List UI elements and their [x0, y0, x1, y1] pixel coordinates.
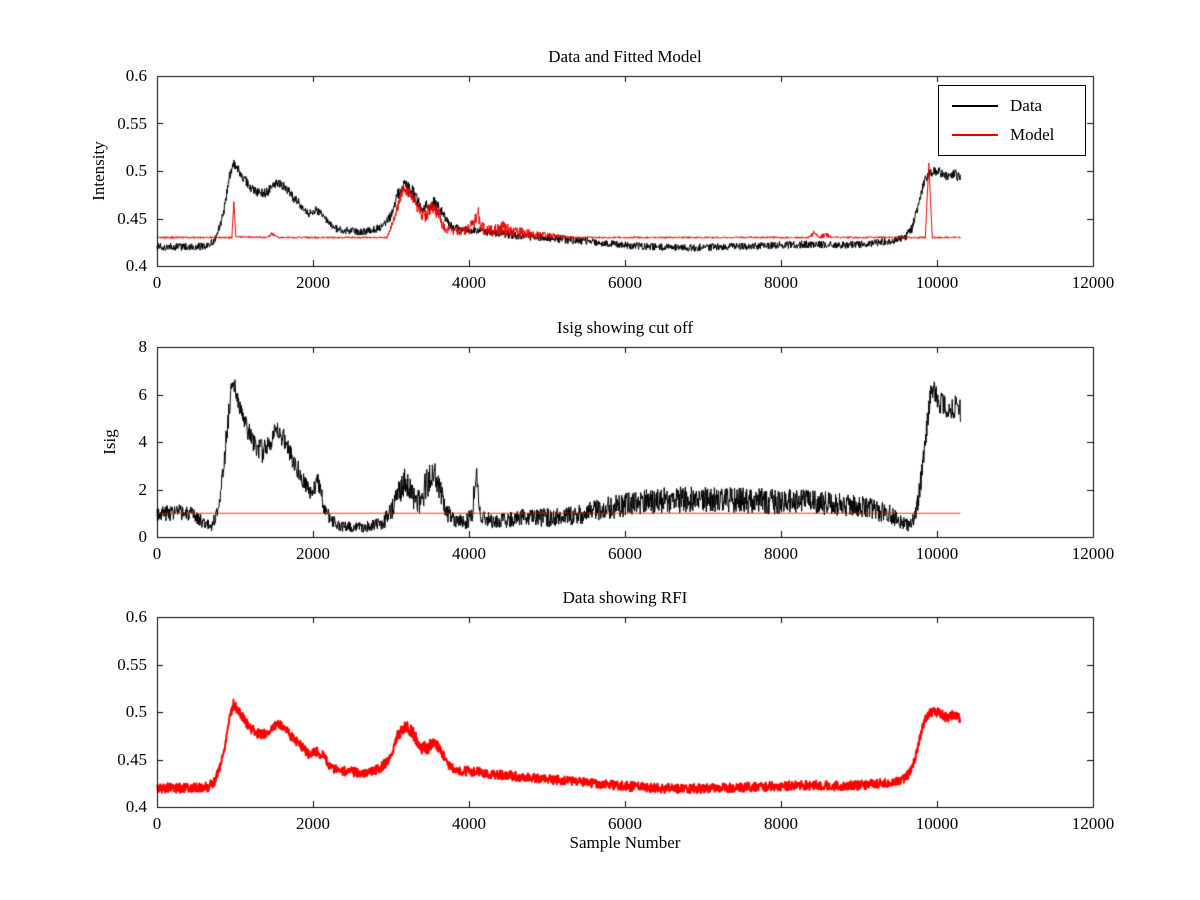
- subplot2-title: Isig showing cut off: [556, 318, 694, 337]
- x-tick-label: 10000: [915, 814, 959, 833]
- subplot1-title: Data and Fitted Model: [548, 47, 702, 66]
- legend-label-data: Data: [1010, 95, 1043, 115]
- x-tick-label: 12000: [1071, 544, 1115, 563]
- model-line-sample-icon: [952, 134, 998, 137]
- x-tick-label: 6000: [608, 273, 642, 292]
- y-tick-label: 4: [138, 432, 148, 451]
- y-tick-label: 0.5: [125, 702, 147, 721]
- subplot3-xlabel: Sample Number: [569, 833, 681, 852]
- y-tick-label: 0.45: [117, 208, 147, 228]
- x-tick-label: 2000: [296, 814, 330, 833]
- x-tick-label: 10000: [915, 544, 959, 563]
- y-tick-label: 0.6: [125, 66, 147, 85]
- x-tick-label: 2000: [296, 544, 330, 563]
- y-tick-label: 8: [138, 337, 148, 356]
- x-tick-label: 12000: [1071, 814, 1115, 833]
- legend-entry-data: Data: [952, 96, 1072, 116]
- y-tick-label: 0.55: [117, 113, 147, 133]
- x-tick-label: 8000: [764, 814, 798, 833]
- y-tick-label: 0.6: [125, 607, 147, 626]
- data-line-sample-icon: [952, 104, 998, 107]
- x-tick-label: 4000: [452, 814, 486, 833]
- x-tick-label: 0: [152, 544, 162, 563]
- subplot3-title: Data showing RFI: [562, 588, 688, 607]
- y-tick-label: 0.4: [125, 797, 147, 816]
- x-tick-label: 0: [152, 814, 162, 833]
- y-tick-label: 0.5: [125, 161, 147, 180]
- y-tick-label: 0.4: [125, 256, 147, 275]
- x-tick-label: 6000: [608, 544, 642, 563]
- y-tick-label: 0.55: [117, 654, 147, 674]
- x-tick-label: 4000: [452, 544, 486, 563]
- x-tick-label: 8000: [764, 544, 798, 563]
- x-tick-label: 2000: [296, 273, 330, 292]
- y-tick-label: 6: [138, 384, 148, 404]
- y-tick-label: 0: [138, 527, 148, 546]
- x-tick-label: 6000: [608, 814, 642, 833]
- y-tick-label: 2: [138, 479, 148, 499]
- x-tick-label: 0: [152, 273, 162, 292]
- x-tick-label: 10000: [915, 273, 959, 292]
- y-tick-label: 0.45: [117, 749, 147, 769]
- x-tick-label: 4000: [452, 273, 486, 292]
- x-tick-label: 8000: [764, 273, 798, 292]
- legend-entry-model: Model: [952, 125, 1072, 145]
- legend[interactable]: Data Model: [938, 85, 1086, 156]
- legend-label-model: Model: [1010, 125, 1055, 145]
- x-tick-label: 12000: [1071, 273, 1115, 292]
